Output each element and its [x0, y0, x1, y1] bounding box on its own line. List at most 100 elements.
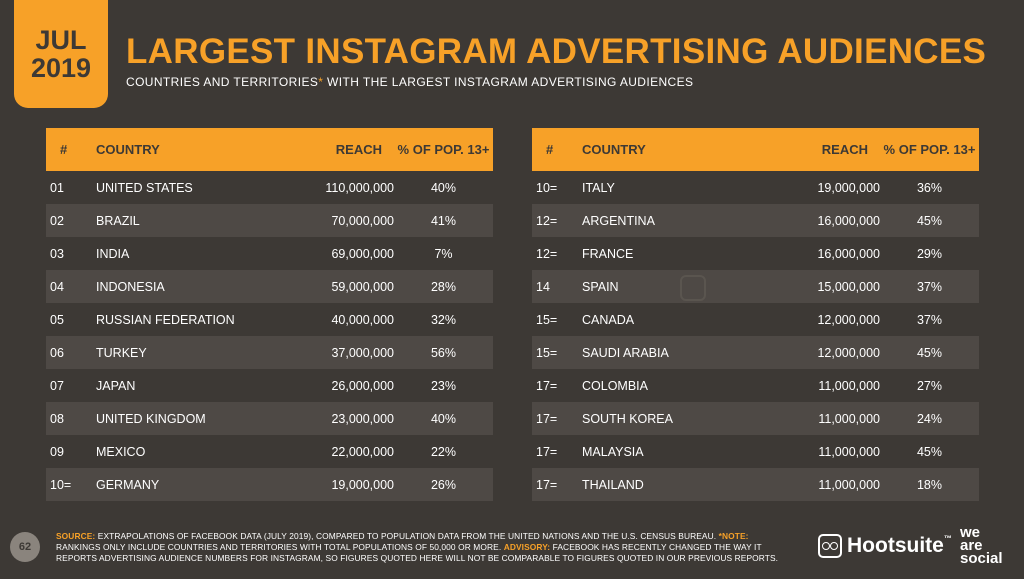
hootsuite-tm: ™ — [943, 534, 952, 543]
row-reach: 11,000,000 — [818, 411, 880, 426]
row-reach: 11,000,000 — [818, 444, 880, 459]
row-reach: 19,000,000 — [817, 180, 880, 195]
table-row: 12= FRANCE 16,000,000 29% — [532, 237, 979, 270]
we-are-social-logo: we are social — [960, 525, 1003, 567]
row-reach: 40,000,000 — [331, 312, 394, 327]
row-pct: 37% — [916, 279, 943, 294]
table-row: 04 INDONESIA 59,000,000 28% — [46, 270, 493, 303]
row-reach: 16,000,000 — [817, 213, 880, 228]
was-line2: are — [960, 537, 983, 554]
advisory-text: FACEBOOK HAS RECENTLY CHANGED THE WAY IT… — [56, 542, 779, 563]
row-pct: 41% — [430, 213, 457, 228]
date-badge: JUL 2019 — [14, 0, 108, 108]
row-country: TURKEY — [96, 345, 147, 360]
subtitle-pre: COUNTRIES AND TERRITORIES — [126, 75, 319, 89]
row-rank: 15= — [536, 312, 558, 327]
table-row: 17= SOUTH KOREA 11,000,000 24% — [532, 402, 979, 435]
was-line3: social — [960, 550, 1003, 567]
date-year: 2019 — [30, 53, 92, 83]
row-rank: 09 — [50, 444, 64, 459]
row-country: COLOMBIA — [582, 378, 648, 393]
row-rank: 08 — [50, 411, 64, 426]
row-rank: 12= — [536, 246, 558, 261]
table-row: 12= ARGENTINA 16,000,000 45% — [532, 204, 979, 237]
row-country: MEXICO — [96, 444, 146, 459]
page-number: 62 — [10, 532, 40, 562]
row-rank: 01 — [50, 180, 64, 195]
row-pct: 45% — [916, 345, 943, 360]
row-pct: 18% — [916, 477, 943, 492]
row-reach: 59,000,000 — [331, 279, 394, 294]
row-country: ITALY — [582, 180, 615, 195]
row-rank: 15= — [536, 345, 558, 360]
row-country: MALAYSIA — [582, 444, 644, 459]
row-reach: 110,000,000 — [325, 180, 394, 195]
row-reach: 12,000,000 — [817, 312, 880, 327]
table-row: 01 UNITED STATES 110,000,000 40% — [46, 171, 493, 204]
hootsuite-wordmark: Hootsuite — [847, 534, 944, 557]
row-country: CANADA — [582, 312, 635, 327]
row-rank: 10= — [536, 180, 558, 195]
table-row: 14 SPAIN 15,000,000 37% — [532, 270, 979, 303]
left-table: # COUNTRY REACH % OF POP. 13+ 01 UNITED S… — [46, 128, 493, 501]
header-country: COUNTRY — [96, 142, 160, 157]
table-row: 06 TURKEY 37,000,000 56% — [46, 336, 493, 369]
row-reach: 37,000,000 — [331, 345, 394, 360]
row-country: ARGENTINA — [582, 213, 655, 228]
table-body: 01 UNITED STATES 110,000,000 40% 02 BRAZIL 70,… — [46, 171, 493, 501]
row-pct: 40% — [430, 411, 457, 426]
table-row: 02 BRAZIL 70,000,000 41% — [46, 204, 493, 237]
row-pct: 36% — [916, 180, 943, 195]
row-country: INDIA — [96, 246, 130, 261]
page-title: LARGEST INSTAGRAM ADVERTISING AUDIENCES — [126, 32, 987, 71]
row-reach: 11,000,000 — [818, 378, 880, 393]
header-country: COUNTRY — [582, 142, 646, 157]
row-pct: 22% — [430, 444, 457, 459]
row-pct: 32% — [430, 312, 457, 327]
row-rank: 06 — [50, 345, 64, 360]
row-country: FRANCE — [582, 246, 634, 261]
row-reach: 26,000,000 — [331, 378, 394, 393]
row-country: UNITED STATES — [96, 180, 193, 195]
row-reach: 19,000,000 — [331, 477, 394, 492]
advisory-label: ADVISORY: — [503, 542, 551, 552]
row-rank: 12= — [536, 213, 558, 228]
hootsuite-name: Hootsuite™ — [847, 534, 952, 558]
header-reach: REACH — [335, 142, 382, 157]
row-country: GERMANY — [96, 477, 160, 492]
row-rank: 07 — [50, 378, 64, 393]
table-body: 10= ITALY 19,000,000 36% 12= ARGENTINA 16,000,… — [532, 171, 979, 501]
row-reach: 69,000,000 — [331, 246, 394, 261]
row-rank: 17= — [536, 378, 558, 393]
row-rank: 04 — [50, 279, 64, 294]
row-rank: 17= — [536, 477, 558, 492]
row-rank: 14 — [536, 279, 550, 294]
table-row: 10= ITALY 19,000,000 36% — [532, 171, 979, 204]
table-row: 17= COLOMBIA 11,000,000 27% — [532, 369, 979, 402]
header-pct: % OF POP. 13+ — [883, 142, 976, 157]
table-header: # COUNTRY REACH % OF POP. 13+ — [532, 128, 979, 171]
note-text: RANKINGS ONLY INCLUDE COUNTRIES AND TERR… — [56, 542, 504, 552]
row-pct: 45% — [916, 444, 943, 459]
table-header: # COUNTRY REACH % OF POP. 13+ — [46, 128, 493, 171]
right-table: # COUNTRY REACH % OF POP. 13+ 10= ITALY 19… — [532, 128, 979, 501]
row-reach: 12,000,000 — [817, 345, 880, 360]
source-text: EXTRAPOLATIONS OF FACEBOOK DATA (JULY 20… — [95, 531, 719, 541]
subtitle-asterisk: * — [318, 75, 324, 89]
table-row: 09 MEXICO 22,000,000 22% — [46, 435, 493, 468]
row-country: BRAZIL — [96, 213, 140, 228]
row-pct: 7% — [434, 246, 453, 261]
row-pct: 45% — [916, 213, 943, 228]
row-reach: 11,000,000 — [818, 477, 880, 492]
table-row: 03 INDIA 69,000,000 7% — [46, 237, 493, 270]
row-reach: 15,000,000 — [817, 279, 880, 294]
row-pct: 23% — [430, 378, 457, 393]
row-rank: 02 — [50, 213, 64, 228]
row-pct: 40% — [430, 180, 457, 195]
table-row: 15= CANADA 12,000,000 37% — [532, 303, 979, 336]
source-label: SOURCE: — [56, 531, 96, 541]
row-pct: 56% — [430, 345, 457, 360]
row-rank: 05 — [50, 312, 64, 327]
table-row: 08 UNITED KINGDOM 23,000,000 40% — [46, 402, 493, 435]
row-rank: 17= — [536, 444, 558, 459]
